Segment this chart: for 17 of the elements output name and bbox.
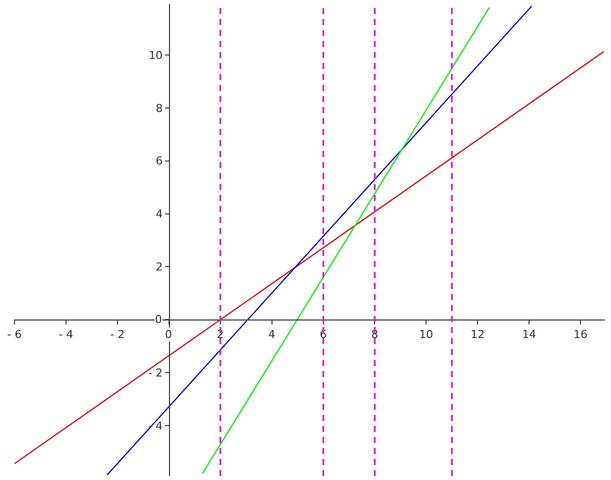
x-tick-label: - 4 <box>58 328 74 341</box>
x-tick-label: 0 <box>165 328 172 341</box>
x-tick-label: 4 <box>268 328 276 341</box>
x-tick-label: - 6 <box>7 328 22 341</box>
y-tick-label: - 4 <box>148 419 163 432</box>
y-tick-label: - 2 <box>148 366 163 380</box>
y-tick-label: 6 <box>156 154 163 168</box>
x-tick-label: 10 <box>419 328 434 341</box>
y-tick-label: 2 <box>156 260 163 274</box>
y-tick-label: 4 <box>156 208 163 221</box>
x-tick-label: 12 <box>470 328 485 341</box>
y-tick-label: 0 <box>155 313 162 326</box>
y-tick-label: 10 <box>148 48 163 62</box>
x-tick-label: 16 <box>574 328 588 341</box>
x-tick-label: - 2 <box>110 328 125 341</box>
x-tick-label: 14 <box>522 328 536 341</box>
y-tick-label: 8 <box>156 102 163 115</box>
